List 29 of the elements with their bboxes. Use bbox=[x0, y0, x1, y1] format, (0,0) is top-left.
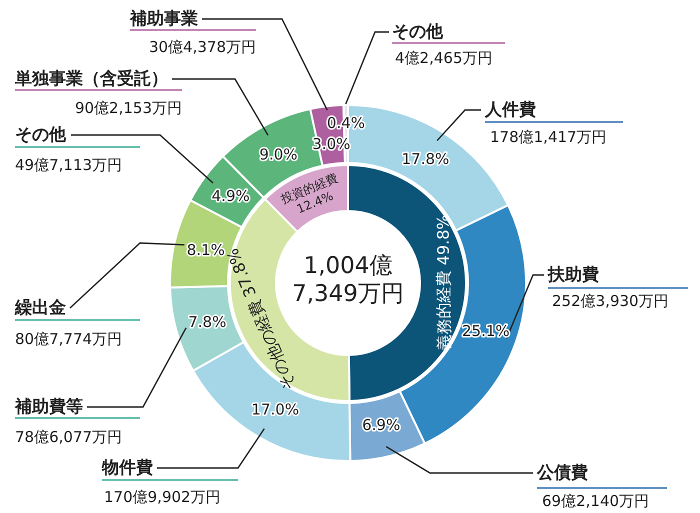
slice-label: 補助事業 bbox=[129, 9, 198, 29]
text: 252億3,930万円 bbox=[552, 292, 669, 310]
slice-label: 補助費等 bbox=[14, 397, 83, 417]
data-label: 25.1% bbox=[462, 322, 510, 340]
slice-label: その他 bbox=[392, 22, 444, 42]
data-label: 7.8% bbox=[188, 312, 226, 331]
data-label: 9.0% bbox=[259, 146, 298, 164]
slice-label: 扶助費 bbox=[547, 265, 599, 285]
slice-label: 公債費 bbox=[536, 463, 588, 483]
text: 90億2,153万円 bbox=[74, 99, 182, 117]
data-label: 6.9% bbox=[362, 416, 400, 434]
text: 178億1,417万円 bbox=[490, 128, 607, 146]
data-label: 4.9% bbox=[212, 187, 250, 206]
slice-label: 物件費 bbox=[101, 458, 153, 478]
text: 49億7,113万円 bbox=[15, 156, 122, 174]
data-label: 8.1% bbox=[186, 240, 225, 259]
slice-label: その他 bbox=[15, 125, 67, 145]
slice-label: 繰出金 bbox=[14, 298, 66, 318]
data-label: 17.8% bbox=[402, 150, 450, 168]
text: 30億4,378万円 bbox=[148, 38, 256, 56]
text: 78億6,077万円 bbox=[15, 428, 122, 446]
data-label: 17.0% bbox=[251, 400, 300, 419]
text: 170億9,902万円 bbox=[104, 488, 221, 506]
slice-label: 単独事業（含受託） bbox=[14, 69, 168, 89]
text: 80億7,774万円 bbox=[15, 330, 122, 348]
slice-label: 人件費 bbox=[484, 100, 536, 120]
text: 4億2,465万円 bbox=[395, 49, 492, 67]
text: 1,004億 7,349万円 bbox=[292, 253, 404, 307]
text: 69億2,140万円 bbox=[542, 492, 650, 510]
